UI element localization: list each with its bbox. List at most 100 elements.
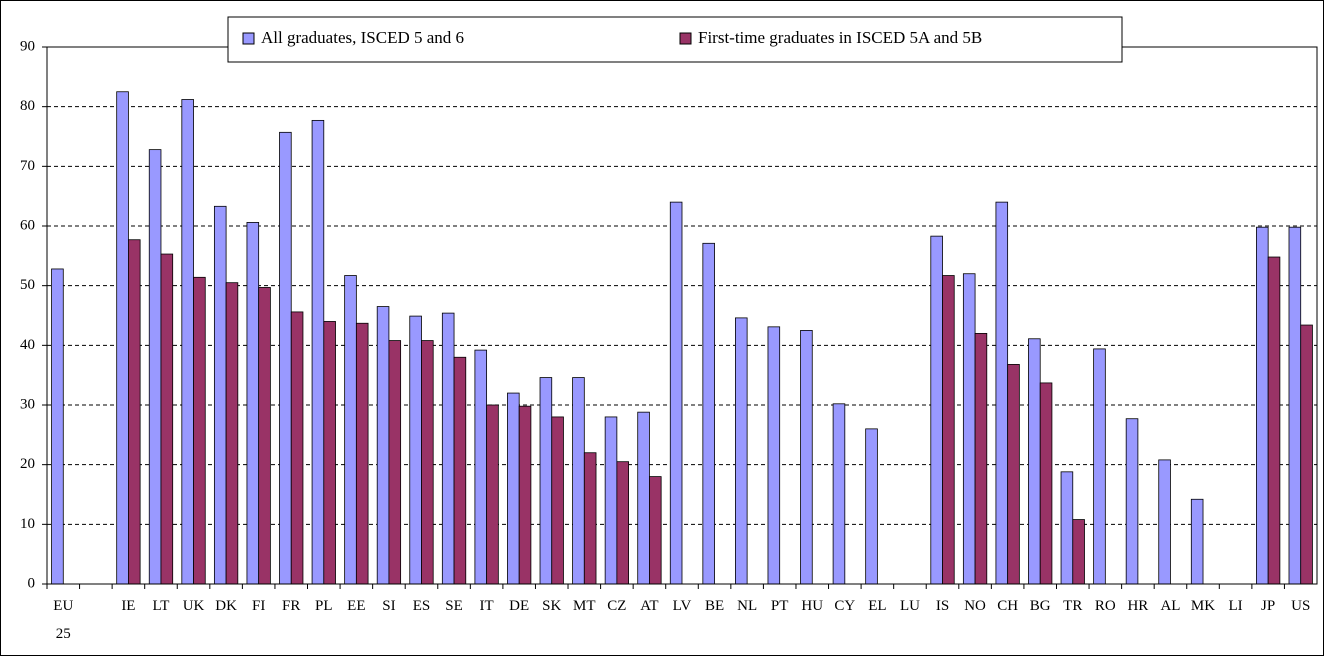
- x-tick-label: EL: [868, 598, 887, 614]
- bar: [246, 222, 260, 585]
- bar: [474, 349, 488, 585]
- bar: [1158, 459, 1171, 585]
- bar: [865, 428, 878, 585]
- legend-box: [227, 16, 1123, 63]
- bar: [311, 119, 325, 585]
- bar: [604, 416, 618, 585]
- y-tick-label: 90: [20, 38, 35, 54]
- legend-label: All graduates, ISCED 5 and 6: [261, 28, 464, 47]
- bar: [1190, 498, 1204, 585]
- legend-swatch: [679, 32, 692, 45]
- x-tick-label: NL: [737, 598, 758, 614]
- bar: [128, 239, 141, 585]
- bar: [421, 340, 434, 585]
- bar: [551, 416, 564, 585]
- x-tick-label: CZ: [607, 598, 627, 614]
- x-tick-label: DK: [215, 598, 237, 614]
- bar: [225, 282, 239, 585]
- bar: [974, 332, 988, 585]
- bar: [942, 275, 955, 585]
- x-tick-label: ES: [412, 598, 431, 614]
- bar: [258, 287, 271, 585]
- x-tick-label: AL: [1160, 598, 1181, 614]
- bar: [995, 201, 1009, 585]
- bar: [616, 461, 629, 585]
- x-tick-label: MT: [573, 598, 596, 614]
- x-tick-label: DE: [509, 598, 530, 614]
- x-tick-label: JP: [1261, 598, 1276, 614]
- bar: [735, 317, 748, 585]
- bar: [1007, 364, 1020, 585]
- bar: [539, 377, 553, 585]
- x-tick-label: LI: [1228, 598, 1243, 614]
- bar: [962, 273, 976, 585]
- legend-swatch: [242, 32, 255, 45]
- bar: [116, 91, 129, 585]
- x-tick-label: RO: [1094, 598, 1116, 614]
- bar: [637, 411, 650, 585]
- bar: [1093, 348, 1106, 585]
- bar: [355, 322, 369, 585]
- x-tick-label: AT: [640, 598, 659, 614]
- x-tick-label: CY: [834, 598, 856, 614]
- x-tick-label: SI: [382, 598, 396, 614]
- x-tick-label: IS: [935, 598, 950, 614]
- y-tick-label: 0: [28, 575, 36, 591]
- bar: [376, 306, 390, 585]
- x-tick-label: LU: [899, 598, 920, 614]
- bar: [148, 149, 162, 585]
- y-tick-label: 10: [20, 516, 35, 532]
- bar: [702, 242, 715, 585]
- bar: [1072, 519, 1085, 585]
- bar: [1288, 226, 1302, 585]
- bar: [1060, 471, 1074, 585]
- y-tick-label: 70: [20, 158, 35, 174]
- bar: [1028, 338, 1041, 585]
- x-tick-label: UK: [182, 598, 205, 614]
- y-tick-label: 50: [20, 277, 35, 293]
- x-tick-label: IT: [479, 598, 494, 614]
- bar: [572, 377, 585, 585]
- legend-label: First-time graduates in ISCED 5A and 5B: [698, 28, 982, 47]
- bar: [344, 275, 357, 585]
- x-tick-label: LV: [672, 598, 692, 614]
- bar: [1300, 324, 1313, 585]
- x-tick-label: SE: [445, 598, 463, 614]
- x-tick-label: MK: [1190, 598, 1216, 614]
- x-tick-label: CH: [997, 598, 1019, 614]
- x-tick-label: US: [1291, 598, 1311, 614]
- bar: [441, 312, 455, 585]
- bar: [290, 311, 304, 585]
- bar: [518, 405, 532, 585]
- bar: [51, 268, 64, 585]
- bar: [193, 276, 206, 585]
- y-tick-label: 60: [20, 217, 35, 233]
- bar: [160, 253, 174, 585]
- bar: [1256, 226, 1269, 585]
- x-tick-label: TR: [1063, 598, 1083, 614]
- x-tick-label: PT: [770, 598, 789, 614]
- x-tick-label: FR: [282, 598, 301, 614]
- bar: [832, 403, 846, 585]
- x-tick-label: HU: [801, 598, 824, 614]
- bar: [669, 201, 683, 585]
- bar: [767, 326, 781, 585]
- x-tick-label: LT: [152, 598, 170, 614]
- x-tick-label: BG: [1029, 598, 1051, 614]
- bar: [507, 392, 520, 585]
- y-tick-label: 80: [20, 98, 35, 114]
- bar: [486, 404, 499, 585]
- bar: [1267, 256, 1281, 585]
- x-tick-label: EU 25: [53, 598, 74, 642]
- bar: [388, 340, 402, 585]
- bar: [323, 321, 336, 585]
- bar: [649, 476, 662, 585]
- y-tick-label: 40: [20, 337, 35, 353]
- x-tick-label: FI: [251, 598, 266, 614]
- x-tick-label: PL: [315, 598, 333, 614]
- y-tick-label: 30: [20, 396, 35, 412]
- bar: [279, 131, 292, 585]
- x-tick-label: NO: [964, 598, 986, 614]
